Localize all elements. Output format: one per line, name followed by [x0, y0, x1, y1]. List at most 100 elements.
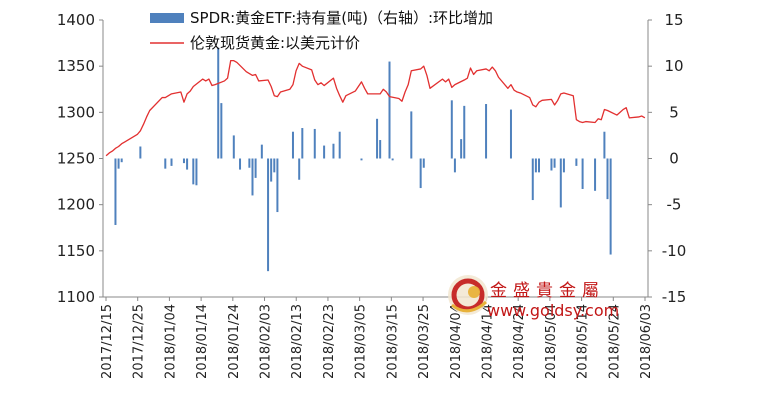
bar	[376, 118, 379, 159]
bar	[534, 158, 537, 173]
bar	[239, 158, 242, 170]
right-tick-label: 10	[664, 57, 683, 75]
x-tick-label: 2018/02/03	[259, 304, 274, 379]
x-tick-label: 2018/05/24	[607, 304, 622, 379]
bar	[195, 158, 198, 186]
bar	[509, 109, 512, 159]
gold-price-line	[105, 59, 646, 157]
x-tick-label: 2018/01/04	[163, 304, 178, 379]
bar	[248, 158, 251, 168]
x-tick-label: 2018/04/14	[480, 304, 495, 379]
watermark: 金盛貴金屬 www.goldsy.com	[448, 275, 619, 320]
bar	[559, 158, 562, 208]
x-tick-label: 2018/02/13	[290, 304, 305, 379]
legend-swatch-bar	[150, 13, 184, 23]
bar	[323, 145, 326, 159]
bar	[117, 158, 120, 169]
bar	[419, 158, 422, 189]
bar	[603, 131, 606, 159]
x-tick-label: 2017/12/15	[100, 304, 115, 379]
x-tick-label: 2018/03/05	[354, 304, 369, 379]
left-tick-label: 1300	[57, 103, 95, 121]
bar	[581, 158, 584, 189]
bar	[270, 158, 273, 182]
bar	[332, 143, 335, 159]
bar	[553, 158, 556, 168]
bar	[273, 158, 276, 173]
left-axis-ticks: 1400 1350 1300 1250 1200 1150 1100	[57, 11, 103, 306]
bar	[460, 139, 463, 159]
legend-label-line: 伦敦现货黄金:以美元计价	[190, 34, 360, 52]
right-tick-label: -5	[667, 196, 682, 214]
right-tick-label: -10	[662, 242, 687, 260]
left-tick-label: 1200	[57, 196, 95, 214]
right-tick-label: 0	[669, 150, 679, 168]
x-tick-label: 2018/05/14	[576, 304, 591, 379]
bar	[410, 111, 413, 159]
left-tick-label: 1100	[57, 288, 95, 306]
legend-label-bar: SPDR:黄金ETF:持有量(吨)（右轴）:环比增加	[190, 9, 493, 27]
x-tick-label: 2018/04/04	[449, 304, 464, 379]
x-tick-label: 2018/01/24	[227, 304, 242, 379]
right-tick-label: 15	[664, 11, 683, 29]
bar	[182, 158, 185, 164]
bar	[220, 103, 223, 159]
bar	[422, 158, 425, 168]
bar	[531, 158, 534, 201]
bar	[267, 158, 270, 272]
bar	[260, 144, 263, 159]
legend: SPDR:黄金ETF:持有量(吨)（右轴）:环比增加 伦敦现货黄金:以美元计价	[150, 9, 493, 52]
bar	[251, 158, 254, 196]
bar	[594, 158, 597, 191]
watermark-chinese-name: 金盛貴金屬	[490, 281, 605, 301]
bar	[388, 61, 391, 159]
bar	[291, 131, 294, 159]
right-tick-label: 5	[669, 103, 679, 121]
left-tick-label: 1350	[57, 57, 95, 75]
bar	[313, 128, 316, 159]
x-tick-label: 2017/12/25	[132, 304, 147, 379]
bars-layer	[114, 47, 612, 272]
bar	[379, 140, 382, 159]
bar	[562, 158, 565, 173]
watermark-url: www.goldsy.com	[487, 301, 619, 320]
bar	[538, 158, 540, 173]
x-tick-label: 2018/03/15	[385, 304, 400, 379]
bar	[550, 158, 553, 171]
x-tick-label: 2018/03/25	[417, 304, 432, 379]
x-tick-label: 2018/05/04	[544, 304, 559, 379]
bar	[575, 158, 578, 166]
left-tick-label: 1150	[57, 242, 95, 260]
bar	[139, 146, 142, 159]
x-axis-ticks: 2017/12/15 2017/12/25 2018/01/04 2018/01/14…	[100, 297, 654, 379]
bar	[114, 158, 117, 225]
bar	[254, 158, 257, 178]
bar	[276, 158, 279, 213]
bar	[170, 158, 173, 166]
bar	[450, 100, 453, 159]
bar	[120, 158, 123, 163]
line-layer	[105, 59, 646, 157]
bar	[338, 131, 341, 159]
x-tick-label: 2018/06/03	[639, 304, 654, 379]
left-tick-label: 1400	[57, 11, 95, 29]
bar	[164, 158, 167, 169]
x-tick-label: 2018/04/24	[512, 304, 527, 379]
bar	[360, 158, 363, 161]
right-tick-label: -15	[662, 288, 687, 306]
bar	[217, 47, 220, 159]
bar	[232, 135, 235, 159]
right-axis-ticks: 15 10 5 0 -5 -10 -15	[648, 11, 686, 306]
bar	[609, 158, 612, 255]
bar	[453, 158, 456, 173]
watermark-logo-icon	[448, 275, 488, 315]
bar	[463, 105, 466, 159]
bar	[186, 158, 189, 170]
bar	[606, 158, 609, 200]
bar	[485, 104, 488, 159]
bar	[301, 128, 304, 159]
x-tick-label: 2018/02/23	[322, 304, 337, 379]
left-tick-label: 1250	[57, 150, 95, 168]
x-tick-label: 2018/01/14	[195, 304, 210, 379]
